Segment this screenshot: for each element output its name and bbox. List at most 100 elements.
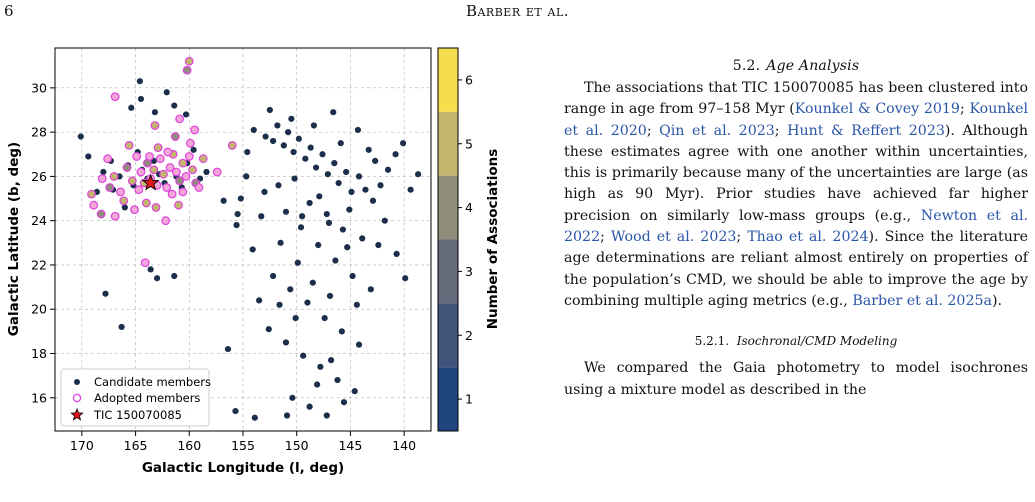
candidate-point [275, 182, 282, 189]
section-heading: 5.2. Age Analysis [564, 58, 1028, 74]
colorbar-label: Number of Associations [485, 149, 501, 330]
candidate-point [326, 292, 334, 300]
adopted-point [161, 216, 171, 226]
y-tick-label: 30 [31, 80, 47, 95]
candidate-point [392, 151, 399, 158]
candidate-point [344, 244, 351, 251]
adopted-point [165, 163, 175, 172]
candidate-point [306, 403, 313, 410]
legend-target-label: TIC 150070085 [93, 408, 182, 422]
candidate-point [415, 171, 422, 178]
page-header: 6 Barber et al. [0, 0, 1035, 28]
adopted-point [188, 165, 197, 175]
adopted-point [89, 200, 99, 210]
adopted-point [124, 141, 134, 150]
citation-link[interactable]: Kounkel & Covey 2019 [794, 101, 960, 118]
text-run: ). Although these estimates agree with o… [564, 122, 1029, 224]
candidate-point [294, 259, 301, 266]
candidate-point [171, 272, 178, 280]
adopted-point [178, 158, 188, 168]
candidate-point [365, 146, 372, 153]
candidate-point [312, 164, 320, 171]
candidate-point [128, 104, 135, 111]
candidate-point [324, 171, 331, 178]
candidate-point [224, 345, 232, 353]
adopted-point [151, 202, 161, 212]
candidate-point [354, 126, 362, 134]
colorbar-tick-label: 5 [465, 136, 473, 151]
candidate-point [153, 275, 161, 282]
paragraph-age-analysis: The associations that TIC 150070085 has … [564, 78, 1028, 312]
adopted-point [184, 152, 194, 161]
adopted-point [163, 147, 173, 157]
adopted-point [122, 163, 132, 172]
adopted-point [119, 196, 129, 206]
citation-link[interactable]: Thao et al. 2024 [747, 229, 869, 246]
legend-candidate-marker [74, 379, 80, 385]
adopted-point [110, 92, 120, 102]
text-run: ; [959, 101, 970, 118]
candidate-point [266, 106, 273, 114]
candidate-point [377, 182, 384, 189]
candidate-point [244, 148, 251, 156]
candidate-point [250, 126, 257, 134]
candidate-point [289, 394, 296, 401]
candidate-point [243, 173, 250, 180]
citation-link[interactable]: Newton et al. 2022 [564, 207, 1028, 246]
candidate-point [338, 328, 345, 335]
citation-link[interactable]: Barber et al. 2025a [852, 292, 992, 309]
candidate-point [327, 357, 335, 364]
citation-link[interactable]: Kounkel et al. 2020 [564, 101, 1029, 139]
candidate-point [381, 217, 388, 224]
adopted-point [127, 176, 137, 186]
y-axis-label: Galactic Latitude (b, deg) [6, 142, 22, 336]
candidate-point [300, 352, 307, 359]
text-run: ; [646, 122, 660, 139]
candidate-point [372, 157, 379, 165]
candidate-point [375, 241, 382, 249]
candidate-point [282, 339, 290, 346]
adopted-point [227, 141, 237, 150]
page-number: 6 [4, 2, 14, 20]
adopted-point [87, 189, 96, 199]
candidate-point [323, 412, 330, 419]
x-tick-label: 160 [177, 438, 201, 453]
adopted-point [185, 138, 195, 148]
adopted-point [153, 143, 163, 153]
adopted-point [140, 258, 150, 268]
colorbar-tick-label: 6 [465, 72, 473, 87]
text-column: 5.2. Age Analysis The associations that T… [564, 40, 1028, 398]
legend-adopted-marker [72, 393, 82, 403]
adopted-point [175, 176, 185, 186]
adopted-point [175, 114, 185, 124]
candidate-point [285, 129, 292, 136]
text-run: ). Since the literature age determinatio… [564, 229, 1029, 309]
candidate-point [182, 111, 190, 118]
section-number: 5.2. [732, 58, 761, 74]
grid-lines [55, 48, 431, 431]
legend-box [60, 368, 210, 427]
candidate-point [203, 168, 210, 176]
candidate-point [307, 144, 314, 151]
adopted-point [182, 65, 192, 75]
candidate-point [310, 122, 318, 129]
text-run: ; [774, 122, 788, 139]
candidate-point [234, 210, 241, 218]
candidate-point [304, 299, 311, 306]
citation-link[interactable]: Wood et al. 2023 [610, 229, 737, 246]
text-run: ; [736, 229, 748, 246]
x-tick-label: 145 [338, 438, 362, 453]
citation-link[interactable]: Qin et al. 2023 [659, 122, 775, 139]
colorbar-segment [438, 239, 458, 304]
candidate-point [277, 239, 284, 246]
candidate-point [233, 222, 240, 229]
candidate-point [359, 235, 366, 242]
citation-link[interactable]: Hunt & Reffert 2023 [787, 122, 945, 139]
y-tick-label: 28 [31, 125, 47, 140]
y-tick-label: 16 [31, 390, 47, 405]
adopted-point [162, 183, 172, 192]
adopted-point [181, 172, 191, 181]
legend: Candidate members Adopted members TIC 15… [60, 368, 211, 427]
legend-star-marker [70, 407, 84, 421]
